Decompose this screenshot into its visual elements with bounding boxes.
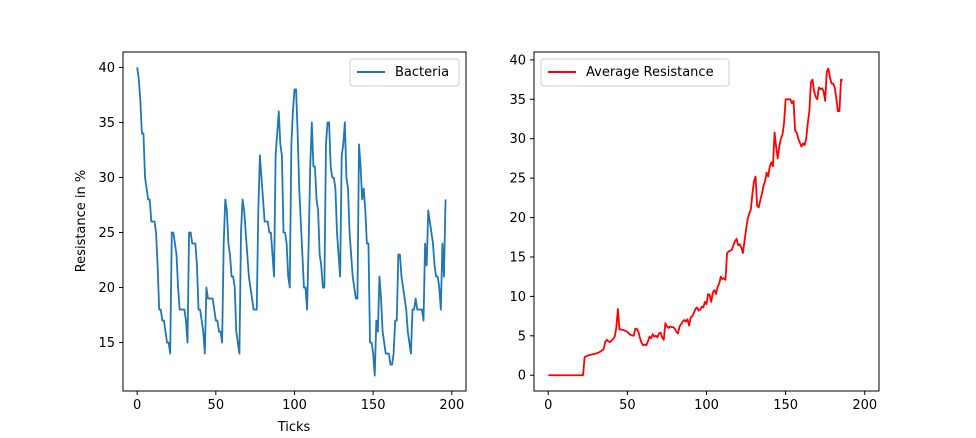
left-chart-x-tick-label: 200 bbox=[439, 398, 464, 413]
right-chart-x-tick-label: 50 bbox=[619, 398, 636, 413]
right-chart-y-tick-label: 25 bbox=[509, 172, 526, 187]
right-chart-legend-box bbox=[540, 58, 730, 87]
right-chart-ticks: 0 50 100 150 200 0 5 10 15 20 25 30 35 40 bbox=[509, 53, 877, 413]
right-chart-x-tick-label: 200 bbox=[852, 398, 877, 413]
right-chart-legend: Average Resistance bbox=[540, 58, 730, 87]
left-chart-x-tick-label: 150 bbox=[361, 398, 386, 413]
left-chart-series-line bbox=[136, 67, 447, 377]
right-chart-y-tick-label: 15 bbox=[509, 250, 526, 265]
left-chart-legend: Bacteria bbox=[349, 58, 460, 87]
left-chart: 0 50 100 150 200 15 20 25 30 35 40 Ticks Resistanc… bbox=[74, 51, 467, 435]
left-chart-x-tick-label: 50 bbox=[208, 398, 225, 413]
left-chart-ticks: 0 50 100 150 200 15 20 25 30 35 40 bbox=[98, 61, 464, 413]
right-chart-y-tick-label: 0 bbox=[518, 369, 526, 384]
left-chart-y-tick-label: 35 bbox=[98, 116, 115, 131]
left-chart-y-axis-label: Resistance in % bbox=[74, 170, 89, 273]
right-chart-x-tick-label: 100 bbox=[694, 398, 719, 413]
right-chart-y-tick-label: 20 bbox=[509, 211, 526, 226]
right-chart-y-tick-label: 10 bbox=[509, 290, 526, 305]
right-chart-y-tick-label: 30 bbox=[509, 132, 526, 147]
left-chart-y-tick-label: 25 bbox=[98, 226, 115, 241]
left-chart-x-tick-label: 100 bbox=[282, 398, 307, 413]
left-chart-y-tick-label: 15 bbox=[98, 336, 115, 351]
right-chart-y-tick-label: 35 bbox=[509, 93, 526, 108]
left-chart-legend-label: Bacteria bbox=[395, 65, 449, 80]
right-chart-plot bbox=[548, 67, 844, 377]
right-chart-y-tick-label: 40 bbox=[509, 53, 526, 68]
left-chart-legend-box bbox=[349, 58, 460, 87]
right-chart-y-tick-label: 5 bbox=[518, 329, 526, 344]
left-chart-x-tick-label: 0 bbox=[133, 398, 141, 413]
right-chart-legend-label: Average Resistance bbox=[586, 65, 714, 80]
right-chart: 0 50 100 150 200 0 5 10 15 20 25 30 35 40 Average Res… bbox=[509, 51, 880, 413]
left-chart-y-tick-label: 20 bbox=[98, 281, 115, 296]
right-chart-x-tick-label: 0 bbox=[544, 398, 552, 413]
left-chart-x-axis-label: Ticks bbox=[277, 420, 311, 435]
left-chart-plot bbox=[136, 67, 447, 377]
right-chart-series-line bbox=[548, 67, 844, 377]
left-chart-y-tick-label: 30 bbox=[98, 171, 115, 186]
right-chart-x-tick-label: 150 bbox=[773, 398, 798, 413]
left-chart-y-tick-label: 40 bbox=[98, 61, 115, 76]
